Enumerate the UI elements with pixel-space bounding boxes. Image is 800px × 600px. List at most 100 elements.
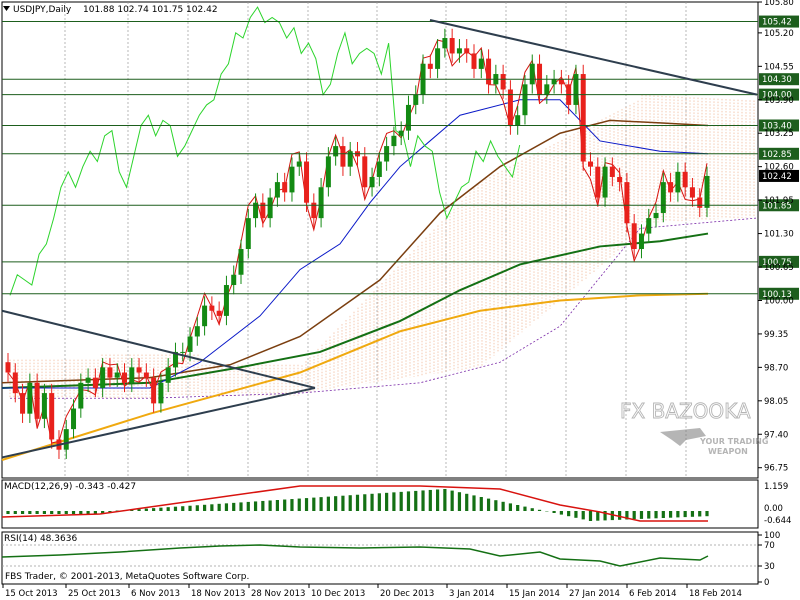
candle-body: [631, 223, 637, 250]
level-tag-label: 102.85: [762, 150, 792, 160]
candle-body: [435, 48, 441, 69]
macd-bar: [596, 511, 600, 521]
main-panel-border: [1, 1, 759, 479]
candle-body: [558, 79, 564, 85]
horizontal-levels: 105.42 104.30 104.00 103.40 102.85 101.85 100.…: [2, 15, 799, 300]
candle-body: [325, 156, 331, 188]
macd-bar: [232, 502, 236, 511]
macd-bar: [523, 506, 527, 511]
macd-bar: [217, 503, 221, 511]
macd-bar: [486, 498, 491, 511]
macd-bar: [79, 511, 83, 514]
candle-body: [165, 367, 171, 383]
candle-body: [194, 326, 200, 337]
macd-bar: [152, 508, 156, 511]
candle-body: [653, 212, 659, 219]
macd-bar: [705, 511, 709, 517]
rsi-tick-label: 30: [764, 562, 775, 572]
candle-body: [5, 362, 11, 373]
macd-bar: [632, 511, 636, 520]
level-tag: [759, 287, 799, 300]
macd-bar: [195, 505, 199, 511]
candle-body: [34, 382, 40, 419]
price-axis: 105.80 105.20 104.55 103.90 103.25 102.60 101.…: [758, 0, 794, 588]
macd-bar: [304, 498, 309, 511]
macd-tick-label: -0.644: [764, 516, 791, 526]
level-tag: [759, 88, 799, 101]
macd-bar: [166, 507, 170, 511]
level-tag-label: 101.85: [762, 201, 792, 211]
copyright-label: FBS Trader, © 2001-2013, MetaQuotes Soft…: [5, 572, 249, 582]
candle-body: [143, 372, 149, 378]
level-tag: [759, 199, 799, 212]
candle-body: [63, 429, 69, 450]
price-tick-label: 100.65: [764, 263, 794, 273]
level-tag: [759, 255, 799, 268]
macd-bar: [297, 498, 301, 511]
level-tag-label: 104.00: [762, 91, 792, 101]
candle-body: [456, 48, 462, 54]
macd-bar: [28, 511, 32, 514]
macd-bar: [698, 511, 702, 517]
macd-bar: [35, 511, 39, 514]
candle-body: [391, 135, 397, 147]
down-triangle-icon[interactable]: [3, 6, 10, 11]
time-tick-label: 10 Dec 2013: [311, 589, 365, 599]
candle-body: [529, 63, 535, 85]
candle-body: [100, 367, 106, 388]
candle-body: [129, 367, 135, 383]
candle-body: [274, 182, 280, 198]
candle-body: [515, 115, 521, 126]
time-tick-label: 15 Jan 2014: [509, 589, 560, 599]
level-tag: [759, 147, 799, 160]
macd-bar: [508, 503, 513, 511]
macd-bar: [661, 511, 665, 518]
candle-body: [107, 367, 113, 378]
candle-body: [471, 53, 477, 69]
macd-bar: [690, 511, 695, 517]
candle-body: [668, 182, 674, 193]
macd-bar: [246, 501, 250, 511]
candle-body: [595, 166, 601, 198]
watermark-tagline-1: YOUR TRADING: [699, 437, 768, 446]
macd-bar: [348, 495, 352, 511]
candle-body: [41, 393, 47, 419]
candle-body: [689, 187, 695, 198]
macd-bar: [414, 490, 418, 511]
candle-body: [660, 182, 666, 213]
macd-bar: [406, 491, 411, 511]
macd-bar: [86, 511, 90, 514]
time-tick-label: 28 Nov 2013: [251, 589, 305, 599]
candle-body: [486, 58, 492, 85]
watermark-logo: FX BAZOOKA YOUR TRADING WEAPON: [620, 399, 769, 456]
ma-orange-line: [1, 292, 709, 461]
macd-bar: [188, 505, 192, 511]
macd-bar: [181, 506, 185, 511]
kijun-line: [2, 99, 709, 389]
candle-body: [551, 79, 557, 85]
price-tick-label: 101.30: [764, 230, 794, 240]
candle-body: [136, 367, 142, 373]
macd-bar: [363, 494, 367, 511]
candle-body: [347, 151, 353, 167]
macd-bar: [618, 511, 622, 520]
candle-body: [187, 336, 193, 352]
macd-bar: [676, 511, 680, 518]
candle-body: [544, 84, 550, 95]
macd-bar: [334, 496, 338, 511]
macd-bar: [377, 493, 381, 511]
candle-body: [158, 382, 164, 404]
macd-bar: [494, 500, 498, 511]
candle-body: [311, 202, 317, 219]
macd-bar: [457, 492, 462, 511]
macd-bar: [173, 506, 178, 511]
time-tick-label: 18 Feb 2014: [689, 589, 742, 599]
macd-panel-border: [1, 479, 759, 529]
macd-bar: [683, 511, 687, 518]
ohlc-readout: 101.88 102.74 101.75 102.42: [83, 5, 218, 15]
candle-body: [253, 202, 259, 219]
candle-body: [580, 74, 586, 162]
candle-body: [223, 285, 229, 316]
